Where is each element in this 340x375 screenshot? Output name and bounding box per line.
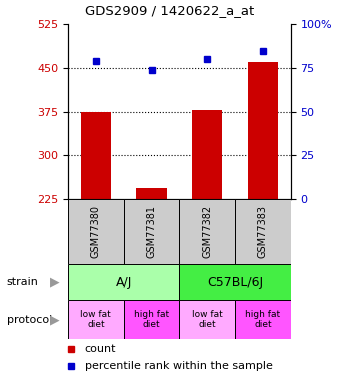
Bar <box>136 188 167 199</box>
Bar <box>235 199 291 264</box>
Text: count: count <box>85 344 116 354</box>
Text: A/J: A/J <box>116 276 132 289</box>
Text: GSM77380: GSM77380 <box>91 205 101 258</box>
Bar <box>124 199 180 264</box>
Bar <box>192 110 222 199</box>
Text: low fat
diet: low fat diet <box>192 310 223 329</box>
Bar <box>124 300 180 339</box>
Text: percentile rank within the sample: percentile rank within the sample <box>85 361 273 371</box>
Text: C57BL/6J: C57BL/6J <box>207 276 263 289</box>
Text: ▶: ▶ <box>50 313 59 326</box>
Text: protocol: protocol <box>7 315 52 325</box>
Bar <box>81 112 111 199</box>
Text: GSM77382: GSM77382 <box>202 205 212 258</box>
Text: GSM77381: GSM77381 <box>147 205 156 258</box>
Bar <box>248 62 278 199</box>
Text: high fat
diet: high fat diet <box>245 310 280 329</box>
Bar <box>68 264 180 300</box>
Text: low fat
diet: low fat diet <box>81 310 111 329</box>
Bar <box>180 264 291 300</box>
Bar <box>68 300 124 339</box>
Bar <box>68 199 124 264</box>
Bar <box>180 300 235 339</box>
Bar <box>235 300 291 339</box>
Text: GSM77383: GSM77383 <box>258 205 268 258</box>
Text: GDS2909 / 1420622_a_at: GDS2909 / 1420622_a_at <box>85 4 255 17</box>
Bar <box>180 199 235 264</box>
Text: strain: strain <box>7 277 39 287</box>
Text: high fat
diet: high fat diet <box>134 310 169 329</box>
Text: ▶: ▶ <box>50 276 59 289</box>
